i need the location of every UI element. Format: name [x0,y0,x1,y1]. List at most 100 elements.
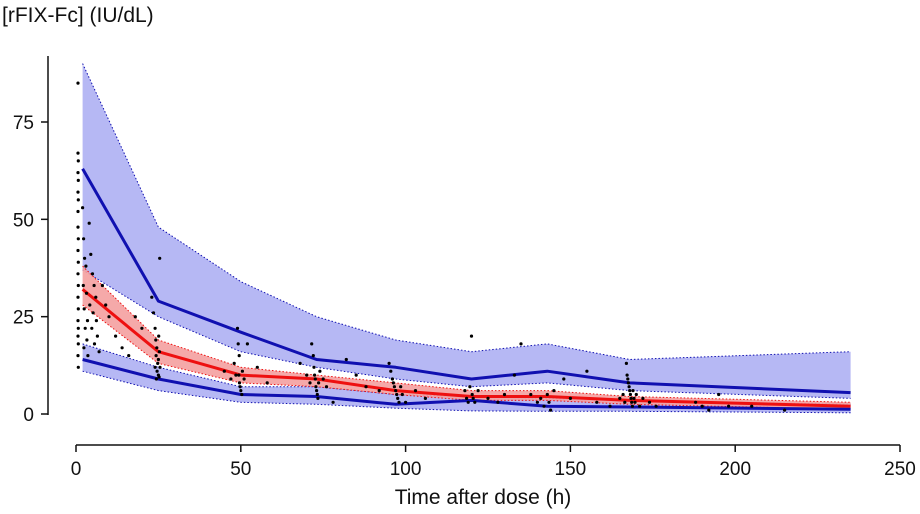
median-band-lower-edge [82,304,851,410]
observed-point [318,369,322,373]
observed-point [633,400,637,404]
observed-point [83,326,87,330]
observed-point [76,295,80,299]
observed-point [83,256,87,260]
observed-point [76,272,80,276]
observed-point [707,408,711,412]
observed-point [237,373,241,377]
observed-point [84,291,89,295]
observed-point [628,392,633,397]
x-tick-label: 150 [555,459,587,480]
observed-point [324,385,329,389]
x-axis-title: Time after dose (h) [395,486,572,509]
observed-point [153,365,157,369]
observed-point [629,396,633,400]
observed-point [625,373,629,377]
observed-point [76,190,80,194]
observed-point [76,354,80,358]
observed-point [97,350,101,354]
observed-points [76,81,787,412]
observed-point [154,338,158,342]
observed-point [310,342,314,346]
observed-point [82,307,86,311]
observed-point [76,81,80,85]
observed-point [315,389,319,393]
observed-point [473,400,477,404]
upper-percentile-band-lower-edge [82,269,851,399]
observed-point [364,385,368,389]
observed-point [104,303,108,307]
observed-point [470,392,474,397]
observed-point [512,373,517,377]
observed-point [354,373,358,377]
y-tick-label: 50 [13,210,34,231]
observed-point [234,373,238,377]
observed-point [519,342,523,346]
observed-point [547,400,551,404]
observed-point [155,346,159,350]
observed-point [76,283,80,288]
observed-point [157,350,161,354]
observed-point [394,389,398,393]
observed-point [316,396,320,400]
observed-point [628,389,632,393]
x-tick-label: 50 [230,459,251,480]
observed-point [238,385,242,389]
observed-point [82,346,86,350]
observed-point [314,385,318,389]
observed-point [298,361,302,365]
observed-point [626,377,630,381]
observed-point [389,369,393,373]
observed-point [471,396,475,400]
axes [47,56,900,446]
observed-point [469,334,474,338]
observed-point [150,295,154,299]
observed-point [240,392,244,397]
observed-point [315,392,319,397]
observed-point [88,303,92,307]
observed-point [92,283,96,288]
observed-point [542,404,546,408]
observed-point [404,400,408,404]
observed-point [529,392,533,397]
observed-point [151,311,156,315]
observed-point [321,377,325,381]
observed-point [222,369,226,373]
observed-point [153,326,157,330]
observed-point [76,209,80,214]
observed-point [85,338,89,342]
lower-percentile-line [82,358,851,411]
observed-point [638,404,642,408]
observed-point [539,396,543,400]
observed-point [76,365,80,369]
observed-point [114,334,118,338]
observed-point [344,357,348,362]
observed-point [623,400,627,404]
observed-point [236,342,240,346]
observed-point [237,354,241,358]
observed-point [92,342,97,346]
observed-point [156,361,160,365]
observed-point [76,248,80,253]
observed-point [76,319,80,323]
observed-point [618,396,622,400]
observed-point [107,315,111,319]
observed-point [76,159,80,163]
observed-point [154,354,158,358]
observed-point [476,389,480,393]
observed-point [568,396,573,400]
observed-point [413,389,418,393]
upper-percentile-band-upper-edge [82,63,851,361]
observed-point [463,389,467,393]
observed-point [229,377,233,381]
observed-point [631,389,635,393]
observed-point [90,326,94,330]
observed-point [158,256,162,260]
observed-point [387,361,391,365]
upper-percentile-line [81,167,851,395]
observed-point [242,377,246,381]
observed-point [783,408,787,412]
y-tick-label: 75 [13,113,34,134]
lower-percentile-band-lower-edge [82,370,851,414]
observed-point [237,381,242,385]
